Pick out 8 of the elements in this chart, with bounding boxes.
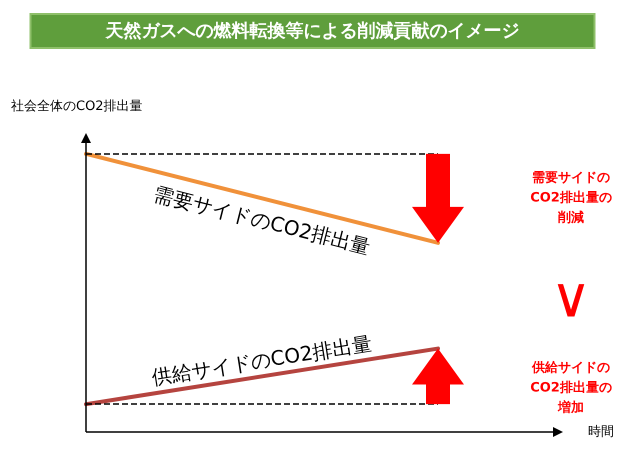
x-axis-title: 時間 <box>588 424 614 440</box>
annotation: 供給サイドのCO2排出量の増加 <box>530 360 612 416</box>
annotation: ∨ <box>550 266 592 330</box>
annotation: 需要サイドのCO2排出量の削減 <box>530 170 612 226</box>
y-axis-title: 社会全体のCO2排出量 <box>11 99 143 114</box>
chart-title: 天然ガスへの燃料転換等による削減貢献のイメージ <box>104 20 520 42</box>
text: 供給サイドのCO2排出量 <box>150 331 374 390</box>
text: 需要サイドのCO2排出量 <box>151 181 373 260</box>
